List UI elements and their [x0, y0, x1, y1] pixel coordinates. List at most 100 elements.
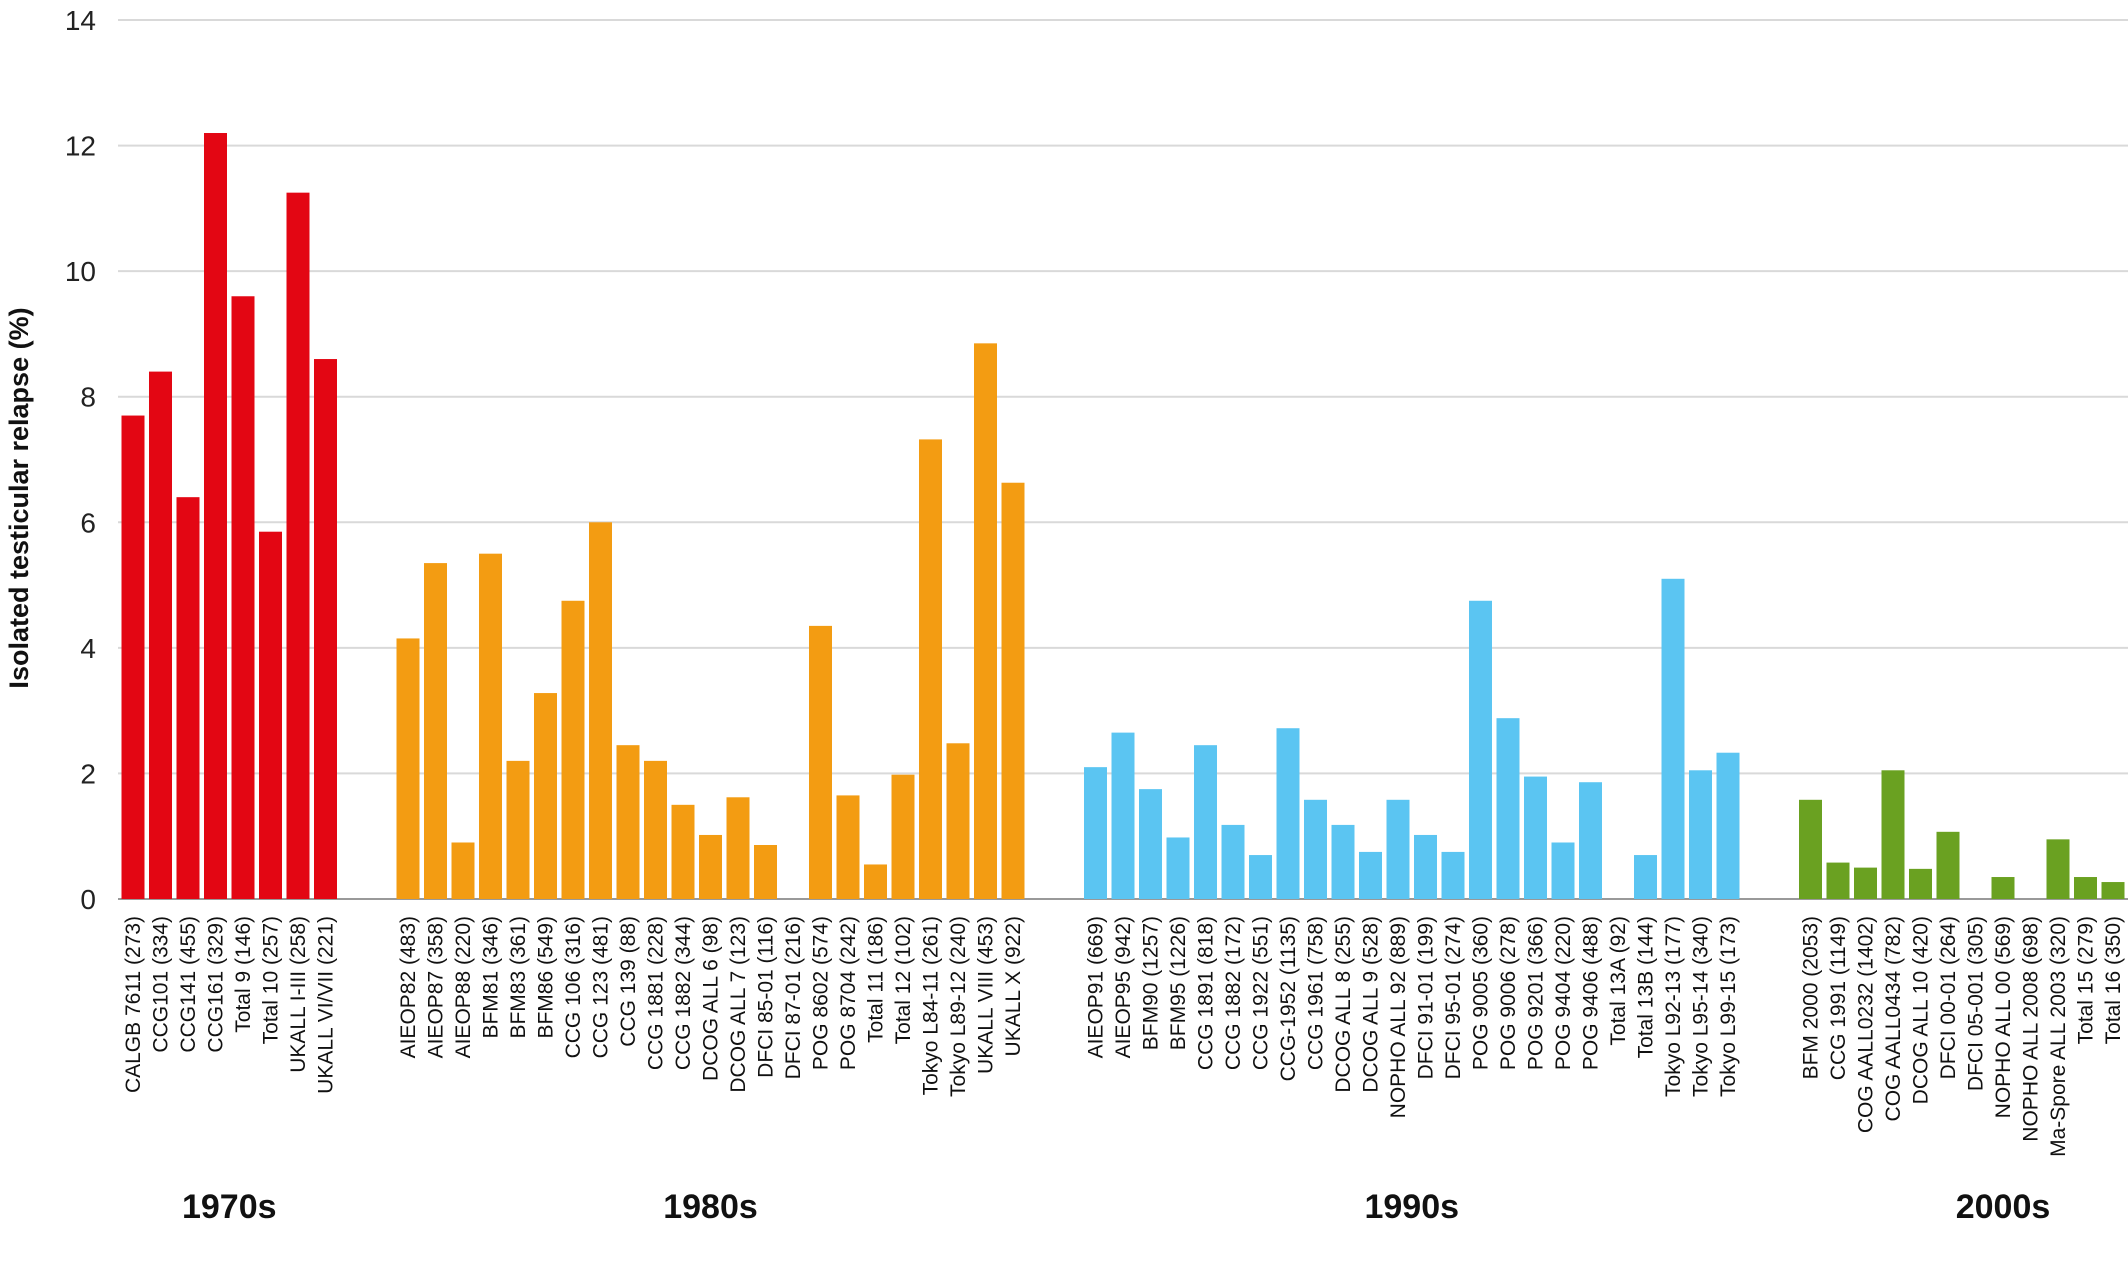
x-tick-label: POG 9006 (278) [1497, 916, 1520, 1070]
x-tick-label: NOPHO ALL 00 (569) [1992, 916, 2015, 1118]
x-tick-label: Total 13A (92) [1607, 916, 1630, 1046]
x-tick-label: UKALL VI/VII (221) [315, 916, 338, 1094]
x-tick-label: BFM81 (346) [480, 916, 503, 1039]
y-tick-label: 12 [65, 131, 96, 162]
y-axis-label: Isolated testicular relapse (%) [4, 307, 34, 688]
bar [1359, 851, 1382, 899]
bar [176, 497, 200, 899]
x-tick-label: CCG 1991 (1149) [1827, 916, 1850, 1080]
x-tick-label: DCOG ALL 9 (528) [1360, 916, 1383, 1093]
bar [1111, 732, 1135, 899]
x-tick-label: POG 8602 (574) [810, 916, 833, 1070]
bar [1991, 877, 2015, 899]
x-tick-label: POG 9404 (220) [1552, 916, 1575, 1070]
bar [946, 743, 970, 899]
bar [1331, 824, 1355, 899]
x-tick-label: BFM86 (549) [535, 916, 558, 1039]
bar [1551, 842, 1575, 899]
x-tick-label: NOPHO ALL 92 (889) [1387, 916, 1410, 1118]
x-tick-label: UKALL VIII (453) [975, 916, 998, 1074]
x-tick-label: CCG 1891 (818) [1195, 916, 1218, 1070]
bar [1249, 855, 1272, 899]
x-tick-label: UKALL X (922) [1002, 916, 1025, 1056]
bar [1194, 745, 1217, 899]
x-tick-label: Total 13B (144) [1635, 916, 1658, 1058]
x-tick-label: CALGB 7611 (273) [122, 916, 145, 1093]
bar [726, 797, 750, 899]
bar [1414, 834, 1437, 899]
x-tick-label: Tokyo L89-12 (240) [947, 916, 970, 1097]
x-tick-label: CCG 1882 (172) [1222, 916, 1245, 1070]
bar [1221, 824, 1245, 899]
x-tick-label: Tokyo L84-11 (261) [920, 916, 943, 1095]
x-tick-label: CCG 106 (316) [562, 916, 585, 1058]
x-tick-label: CCG 1881 (228) [645, 916, 668, 1070]
y-tick-label: 6 [80, 507, 96, 538]
bar [616, 745, 640, 899]
decade-label: 1970s [182, 1188, 277, 1226]
x-tick-label: DFCI 00-01 (264) [1937, 916, 1960, 1079]
bar [1909, 868, 1932, 899]
bar [1716, 752, 1740, 899]
x-tick-label: DFCI 05-001 (305) [1965, 916, 1988, 1091]
bar [1936, 831, 1960, 899]
bar [314, 359, 337, 899]
decade-label: 1980s [663, 1188, 758, 1226]
bar [671, 804, 695, 899]
x-tick-label: NOPHO ALL 2008 (698) [2020, 916, 2043, 1142]
gridlines [118, 19, 2128, 900]
x-tick-label: CCG 123 (481) [590, 916, 613, 1058]
y-tick-label: 10 [65, 256, 96, 287]
y-tick-label: 2 [80, 758, 96, 789]
x-tick-label: POG 9005 (360) [1470, 916, 1493, 1070]
x-tick-label: DCOG ALL 6 (98) [700, 916, 723, 1081]
x-tick-label: POG 9201 (366) [1525, 916, 1548, 1070]
decade-label: 2000s [1956, 1188, 2051, 1226]
bar [424, 563, 447, 899]
bar [1304, 799, 1327, 899]
x-tick-label: CCG-1952 (1135) [1277, 916, 1300, 1081]
bar [919, 439, 942, 899]
decade-group-labels: 1970s 1980s 1990s 2000s [182, 1188, 2050, 1226]
x-tick-label: Tokyo L99-15 (173) [1717, 916, 1740, 1097]
bar [1881, 770, 1905, 899]
y-tick-label: 4 [80, 633, 96, 664]
x-tick-label: DFCI 87-01 (216) [782, 916, 805, 1079]
bar [396, 638, 420, 899]
x-tick-label: Total 12 (102) [892, 916, 915, 1044]
x-tick-label: CCG 139 (88) [617, 916, 640, 1047]
x-tick-label: COG AALL0434 (782) [1882, 916, 1905, 1121]
decade-label: 1990s [1364, 1188, 1459, 1226]
bar [259, 531, 282, 899]
x-axis-tick-labels: CALGB 7611 (273) CCG101 (334) CCG141 (455)… [122, 916, 2125, 1157]
x-tick-label: CCG 1961 (758) [1305, 916, 1328, 1070]
x-tick-label: Tokyo L92-13 (177) [1662, 916, 1685, 1097]
y-axis-ticks: 0 2 4 6 8 10 12 14 [65, 5, 96, 915]
x-tick-label: DFCI 95-01 (274) [1442, 916, 1465, 1079]
x-tick-label: Total 11 (186) [865, 916, 888, 1043]
bar [754, 845, 777, 899]
bar [1826, 862, 1850, 899]
x-tick-label: AIEOP87 (358) [425, 916, 448, 1058]
x-tick-label: CCG 1882 (344) [672, 916, 695, 1070]
bar [1276, 728, 1300, 899]
x-tick-label: BFM 2000 (2053) [1800, 916, 1823, 1079]
bar [1661, 578, 1685, 899]
bar [1496, 718, 1520, 899]
y-tick-label: 0 [80, 884, 96, 915]
bar [121, 415, 145, 899]
bar [1579, 782, 1602, 899]
x-tick-label: AIEOP82 (483) [397, 916, 420, 1058]
x-tick-label: Total 10 (257) [260, 916, 283, 1044]
x-tick-label: BFM95 (1226) [1167, 916, 1190, 1050]
x-tick-label: COG AALL0232 (1402) [1855, 916, 1878, 1133]
bar [149, 371, 172, 900]
x-tick-label: DFCI 85-01 (116) [755, 916, 778, 1078]
x-tick-label: BFM83 (361) [507, 916, 530, 1039]
x-tick-label: AIEOP91 (669) [1085, 916, 1108, 1058]
bar [589, 522, 612, 899]
bar [2046, 839, 2070, 899]
bar [1084, 767, 1107, 899]
bar [1469, 600, 1492, 899]
